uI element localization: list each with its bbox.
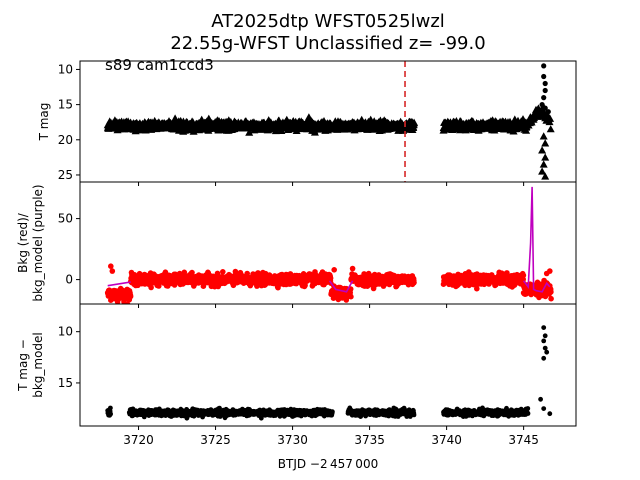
chart-title-line2: 22.55g-WFST Unclassified z= -99.0 (170, 33, 485, 54)
outburst-point (541, 139, 550, 147)
top-panel-magnitude: 10 15 20 25 T mag s89 cam1ccd3 (37, 56, 577, 186)
outburst-point (539, 132, 548, 140)
y-axis-label-line: bkg_model (purple) (31, 184, 45, 301)
outburst-point (542, 80, 548, 87)
outburst-point (539, 102, 545, 108)
background-point (548, 295, 554, 302)
background-point (109, 268, 116, 274)
background-point (189, 269, 195, 276)
plot-area (105, 325, 553, 421)
corrected-magnitude-point (217, 405, 222, 411)
chart-title-line1: AT2025dtp WFST0525lwzl (211, 11, 445, 32)
plot-area (103, 61, 555, 182)
background-point (331, 267, 338, 273)
magnitude-point (546, 125, 555, 133)
background-point (411, 279, 417, 286)
background-point (520, 272, 527, 279)
background-point (548, 289, 554, 295)
background-point (547, 268, 553, 274)
outburst-point (542, 87, 548, 94)
background-point (349, 265, 356, 272)
y-axis-label-line: Bkg (red)/ (16, 212, 30, 273)
data-points (103, 63, 555, 180)
y-tick-label: 15 (58, 98, 73, 112)
magnitude-point (546, 114, 555, 122)
background-point (148, 284, 154, 291)
corrected-magnitude-point (330, 409, 335, 415)
y-tick-label: 50 (58, 212, 73, 226)
outburst-point (545, 109, 551, 115)
outburst-point (538, 167, 547, 175)
outburst-point (539, 160, 548, 168)
magnitude-point (245, 128, 254, 136)
background-point (108, 263, 114, 270)
outburst-point (542, 105, 548, 111)
plot-area (104, 186, 554, 304)
outburst-point (541, 172, 550, 180)
y-tick-label: 10 (58, 62, 73, 76)
background-point (220, 269, 226, 275)
data-points (105, 325, 553, 421)
outburst-point (541, 95, 547, 101)
outburst-point (541, 73, 547, 80)
corrected-magnitude-point (258, 415, 264, 421)
outburst-point (541, 63, 547, 69)
y-axis-label-line: T mag (37, 103, 51, 142)
background-point (327, 275, 334, 281)
y-axis-label: T mag (37, 103, 51, 142)
data-points (104, 263, 554, 304)
background-point (348, 293, 354, 300)
outburst-point (541, 153, 550, 161)
y-tick-label: 20 (58, 133, 73, 147)
outburst-point (538, 146, 547, 154)
y-axis-label: Bkg (red)/bkg_model (purple) (16, 184, 45, 301)
background-point (474, 285, 480, 292)
corrected-magnitude-point (108, 405, 113, 411)
y-tick-label: 25 (58, 168, 73, 182)
panel-annotation: s89 cam1ccd3 (105, 56, 214, 74)
background-point (156, 283, 162, 289)
background-point (244, 270, 250, 277)
y-tick-label: 0 (65, 273, 73, 287)
corrected-magnitude-point (108, 411, 113, 417)
background-model-line (107, 186, 551, 293)
background-point (127, 293, 134, 300)
middle-panel-background: 0 50 Bkg (red)/bkg_model (purple) (16, 181, 577, 308)
magnitude-point (310, 128, 319, 136)
magnitude-point (410, 118, 419, 126)
